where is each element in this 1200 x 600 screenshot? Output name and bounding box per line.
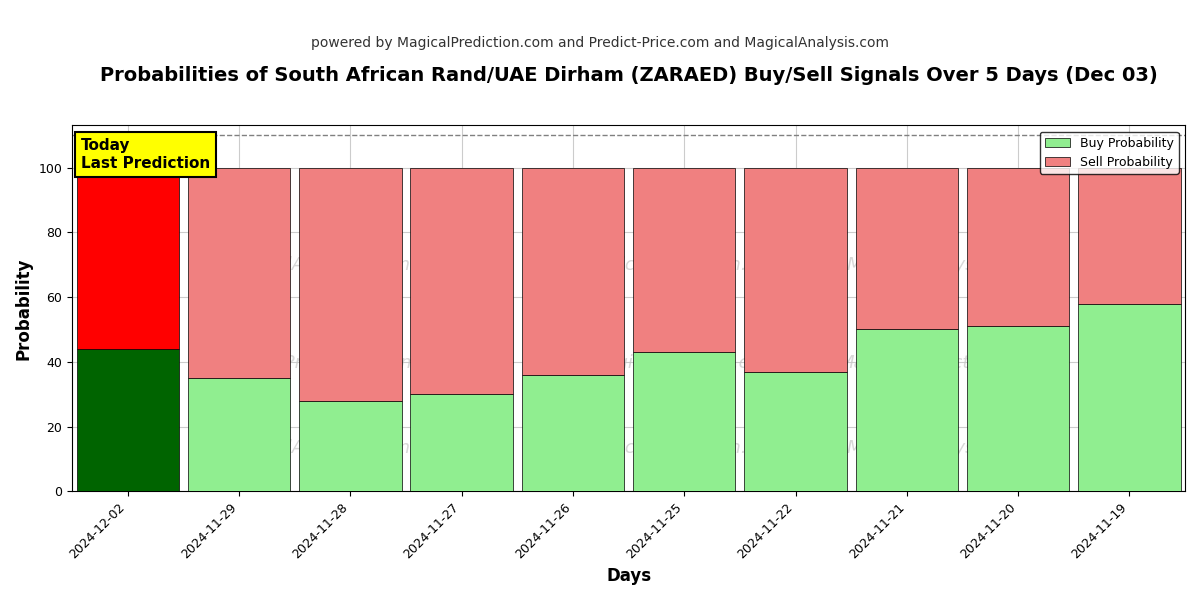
- Text: MagicalAnalysis.com: MagicalAnalysis.com: [223, 256, 410, 274]
- Text: MagicalAnalysis.com: MagicalAnalysis.com: [223, 439, 410, 457]
- Legend: Buy Probability, Sell Probability: Buy Probability, Sell Probability: [1040, 131, 1178, 174]
- Bar: [856, 329, 958, 491]
- Bar: [744, 371, 847, 491]
- Bar: [77, 167, 179, 349]
- Bar: [410, 167, 512, 394]
- Text: Today
Last Prediction: Today Last Prediction: [82, 139, 210, 171]
- Bar: [1078, 304, 1181, 491]
- Bar: [77, 349, 179, 491]
- Bar: [299, 167, 402, 401]
- Text: MagicalPrediction.com: MagicalPrediction.com: [583, 256, 786, 274]
- Title: Probabilities of South African Rand/UAE Dirham (ZARAED) Buy/Sell Signals Over 5 : Probabilities of South African Rand/UAE …: [100, 66, 1158, 85]
- Text: MagicalAnalysis.com: MagicalAnalysis.com: [847, 439, 1033, 457]
- Bar: [188, 167, 290, 378]
- Bar: [967, 326, 1069, 491]
- Bar: [188, 378, 290, 491]
- Text: MagicalPrediction.com: MagicalPrediction.com: [839, 355, 1042, 373]
- Bar: [410, 394, 512, 491]
- Text: MagicalAnalysis.com: MagicalAnalysis.com: [590, 355, 778, 373]
- Bar: [744, 167, 847, 371]
- Bar: [634, 352, 736, 491]
- Y-axis label: Probability: Probability: [16, 257, 34, 359]
- Text: powered by MagicalPrediction.com and Predict-Price.com and MagicalAnalysis.com: powered by MagicalPrediction.com and Pre…: [311, 36, 889, 50]
- Bar: [856, 167, 958, 329]
- Bar: [1078, 167, 1181, 304]
- Bar: [299, 401, 402, 491]
- Text: MagicalAnalysis.com: MagicalAnalysis.com: [847, 256, 1033, 274]
- X-axis label: Days: Days: [606, 567, 652, 585]
- Text: MagicalPrediction.com: MagicalPrediction.com: [583, 439, 786, 457]
- Text: MagicalPrediction.com: MagicalPrediction.com: [216, 355, 419, 373]
- Bar: [522, 375, 624, 491]
- Bar: [522, 167, 624, 375]
- Bar: [634, 167, 736, 352]
- Bar: [967, 167, 1069, 326]
